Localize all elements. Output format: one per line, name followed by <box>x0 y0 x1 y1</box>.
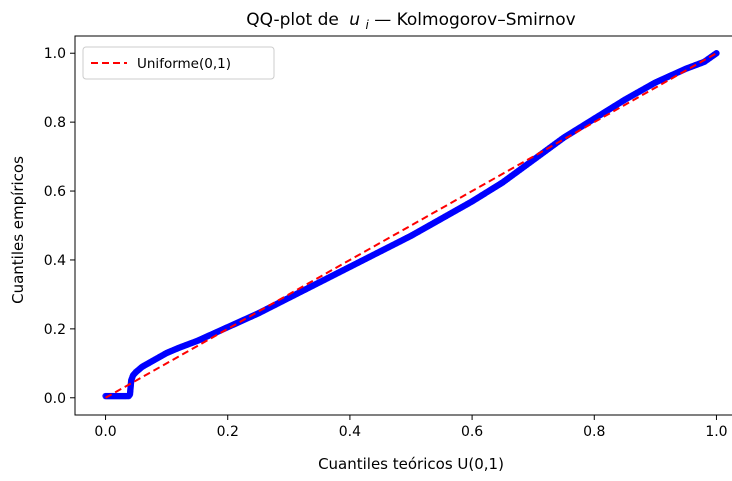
x-tick-label: 0.8 <box>583 424 605 440</box>
y-tick-label: 0.6 <box>44 184 66 200</box>
chart-title-subscript: i <box>365 18 369 32</box>
series-layer <box>102 50 720 400</box>
legend-label: Uniforme(0,1) <box>137 56 231 72</box>
y-axis-label: Cuantiles empíricos <box>9 156 27 304</box>
x-axis-label: Cuantiles teóricos U(0,1) <box>318 455 504 473</box>
legend-box <box>82 46 275 80</box>
y-tick-label: 0.0 <box>44 391 66 407</box>
reference-line <box>105 52 717 399</box>
legend: Uniforme(0,1) <box>82 46 275 80</box>
x-tick-label: 0.2 <box>217 424 239 440</box>
axes-frame <box>74 35 732 416</box>
x-tick-label: 1.0 <box>705 424 727 440</box>
x-tick-label: 0.4 <box>339 424 361 440</box>
y-tick-label: 0.4 <box>44 253 66 269</box>
x-tick-label: 0.6 <box>461 424 483 440</box>
chart-title-prefix: QQ-plot de <box>246 10 339 30</box>
plot-area <box>102 50 720 400</box>
chart-title: QQ-plot de u i — Kolmogorov–Smirnov <box>246 10 576 34</box>
chart-title-suffix: — Kolmogorov–Smirnov <box>374 10 576 30</box>
y-tick-label: 1.0 <box>44 46 66 62</box>
x-axis-ticks: 0.0 0.2 0.4 0.6 0.8 1.0 <box>94 415 728 440</box>
y-tick-label: 0.2 <box>44 322 66 338</box>
chart-title-variable: u <box>349 10 360 30</box>
x-tick-label: 0.0 <box>94 424 116 440</box>
y-axis-ticks: 0.0 0.2 0.4 0.6 0.8 1.0 <box>44 46 75 407</box>
svg-text:QQ-plot de u i: QQ-plot de u i — Kolmogorov–Smirnov <box>246 10 576 34</box>
y-tick-label: 0.8 <box>44 115 66 131</box>
